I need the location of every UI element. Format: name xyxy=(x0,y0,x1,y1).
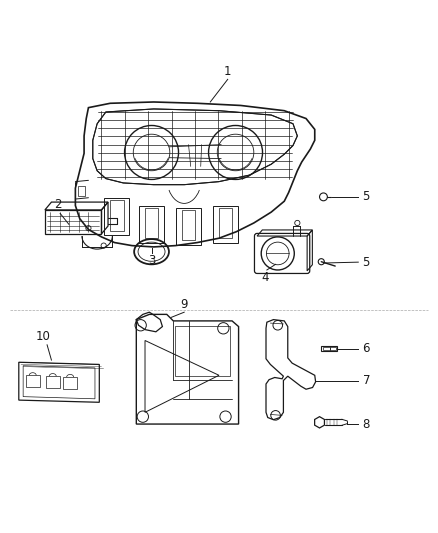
Text: 3: 3 xyxy=(148,254,155,268)
Text: 9: 9 xyxy=(180,298,188,311)
Text: 10: 10 xyxy=(35,330,50,343)
Bar xyxy=(78,187,85,196)
Text: 6: 6 xyxy=(363,342,370,356)
Text: 2: 2 xyxy=(54,198,62,211)
Bar xyxy=(323,346,329,350)
Text: 7: 7 xyxy=(363,374,370,387)
Bar xyxy=(26,375,40,387)
Text: 4: 4 xyxy=(261,271,268,284)
Text: 5: 5 xyxy=(363,190,370,204)
Bar xyxy=(63,377,77,389)
Bar xyxy=(46,376,60,389)
Bar xyxy=(329,346,336,350)
Text: 1: 1 xyxy=(224,66,231,78)
Text: 5: 5 xyxy=(363,256,370,269)
Text: 8: 8 xyxy=(363,417,370,431)
Bar xyxy=(176,326,230,376)
